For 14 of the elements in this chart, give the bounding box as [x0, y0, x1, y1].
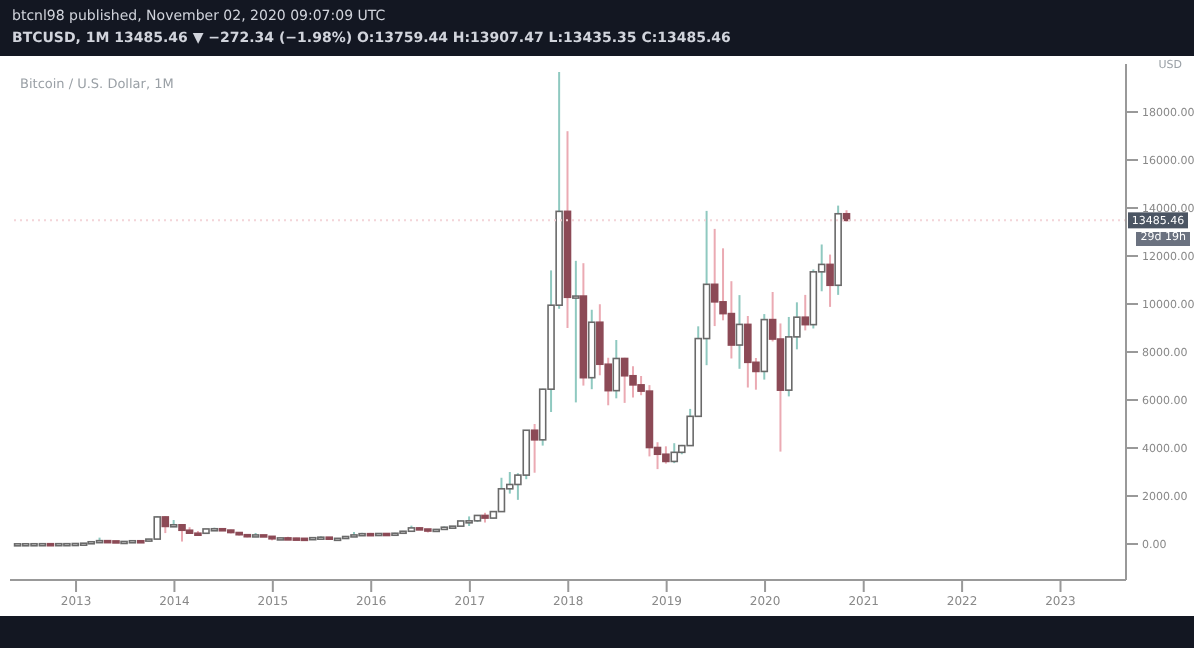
candlestick — [744, 315, 752, 389]
candlestick — [620, 356, 629, 404]
candlestick — [735, 294, 744, 370]
candlestick — [572, 259, 580, 404]
candlestick — [629, 365, 637, 399]
candlestick — [801, 293, 810, 332]
candlestick — [826, 253, 834, 308]
candlestick — [670, 442, 679, 465]
candlestick — [727, 280, 736, 360]
candlestick — [497, 476, 506, 513]
candlestick — [612, 339, 621, 400]
candlestick — [530, 423, 539, 474]
candlestick — [153, 515, 162, 541]
candlestick — [710, 227, 719, 328]
